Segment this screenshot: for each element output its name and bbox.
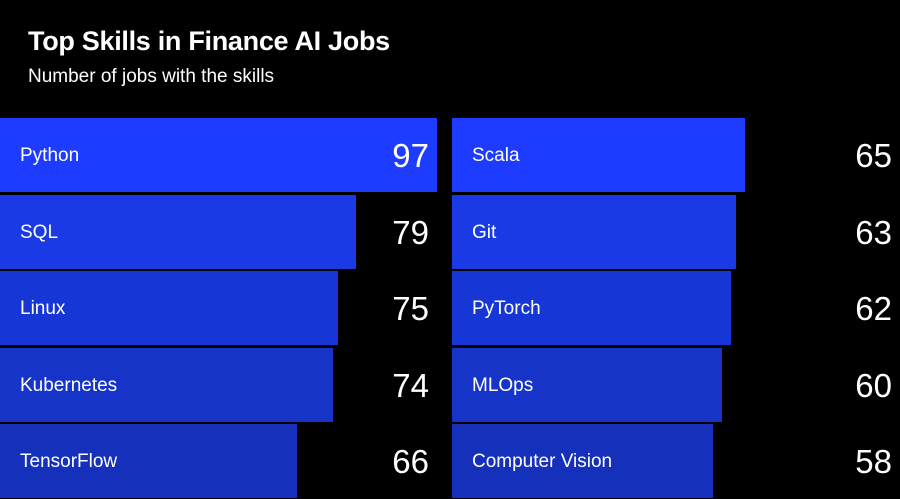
bar-label: Kubernetes (20, 375, 118, 396)
chart-column-left: Python 97 SQL 79 Linux 75 Kubernetes 74 TensorFl… (0, 118, 437, 499)
chart-column-right: Scala 65 Git 63 PyTorch 62 MLOps 60 Computer Vis… (452, 118, 900, 499)
chart-subtitle: Number of jobs with the skills (28, 66, 275, 87)
bar (0, 118, 437, 192)
bar-value: 66 (392, 443, 429, 480)
bar-row: Python 97 (0, 118, 437, 192)
bar-value: 65 (855, 137, 892, 174)
bar-value: 79 (392, 214, 429, 251)
bar-label: Python (20, 145, 80, 166)
bar-label: MLOps (472, 375, 534, 396)
bar-label: Git (472, 222, 497, 243)
bar-value: 74 (392, 367, 429, 404)
bar-row: SQL 79 (0, 195, 437, 269)
bar-row: PyTorch 62 (452, 271, 900, 345)
bar (452, 424, 713, 498)
bar-value: 62 (855, 290, 892, 327)
bar-value: 63 (855, 214, 892, 251)
bar (452, 195, 736, 269)
bar-value: 60 (855, 367, 892, 404)
bar-label: Linux (20, 298, 66, 319)
bar-label: PyTorch (472, 298, 541, 319)
bar-row: Linux 75 (0, 271, 437, 345)
bar-value: 75 (392, 290, 429, 327)
bar (0, 424, 297, 498)
bar-row: Scala 65 (452, 118, 900, 192)
bar (0, 195, 356, 269)
bar-row: TensorFlow 66 (0, 424, 437, 498)
bar-row: Git 63 (452, 195, 900, 269)
bar (452, 271, 731, 345)
bar-row: Kubernetes 74 (0, 348, 437, 422)
chart-title: Top Skills in Finance AI Jobs (28, 26, 390, 56)
bar-value: 97 (392, 137, 429, 174)
bar (0, 271, 338, 345)
bar-label: Computer Vision (472, 451, 613, 472)
bar (452, 118, 745, 192)
bar-value: 58 (855, 443, 892, 480)
bar-label: SQL (20, 222, 59, 243)
bar-row: MLOps 60 (452, 348, 900, 422)
bar-label: TensorFlow (20, 451, 118, 472)
bar-row: Computer Vision 58 (452, 424, 900, 498)
bar (0, 348, 333, 422)
bar (452, 348, 722, 422)
bar-label: Scala (472, 145, 520, 166)
